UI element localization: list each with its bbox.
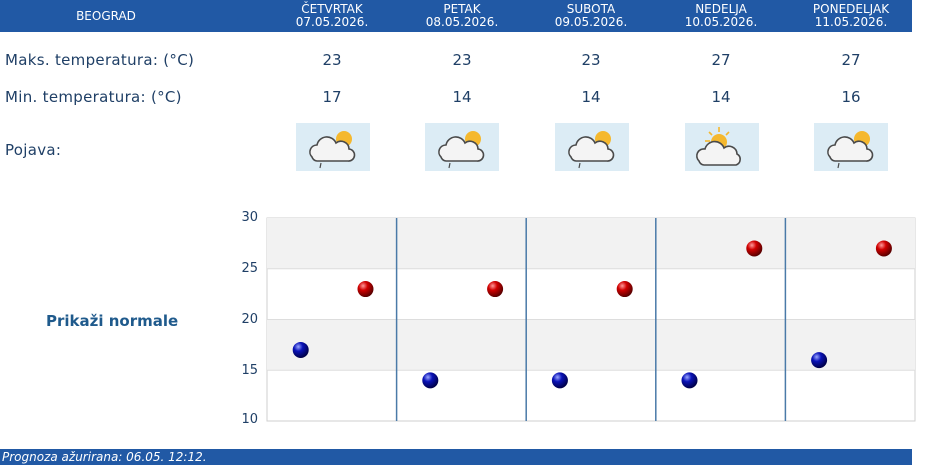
min-temp-value: 14 — [711, 88, 731, 106]
city-name: BEOGRAD — [76, 9, 136, 23]
max-temp-point — [875, 240, 892, 257]
day-header-4: NEDELJA 10.05.2026. — [656, 3, 786, 29]
sun-behind-cloud-icon — [685, 123, 759, 171]
min-temp-value: 14 — [581, 88, 601, 106]
min-temp-point — [422, 372, 439, 389]
cloud-sun-rain-icon — [814, 123, 888, 171]
min-temp-value: 16 — [841, 88, 861, 106]
min-temp-label: Min. temperatura: (°C) — [5, 88, 182, 106]
y-tick-label: 20 — [241, 312, 258, 327]
day-date: 08.05.2026. — [425, 15, 499, 29]
forecast-header: BEOGRAD ČETVRTAK 07.05.2026. PETAK 08.05… — [0, 0, 912, 32]
y-tick-label: 30 — [241, 210, 258, 225]
max-temp-value: 23 — [452, 51, 472, 69]
max-temp-point — [357, 281, 374, 298]
phenomenon-label: Pojava: — [5, 141, 62, 159]
footer-bar: Prognoza ažurirana: 06.05. 12:12. — [0, 449, 912, 465]
y-tick-label: 15 — [241, 363, 258, 378]
min-temp-value: 14 — [452, 88, 472, 106]
day-header-1: ČETVRTAK 07.05.2026. — [267, 3, 397, 29]
max-temp-value: 23 — [322, 51, 342, 69]
max-temp-point — [616, 281, 633, 298]
day-date: 09.05.2026. — [554, 15, 628, 29]
day-header-3: SUBOTA 09.05.2026. — [526, 3, 656, 29]
day-name: NEDELJA — [695, 2, 747, 16]
max-temp-label: Maks. temperatura: (°C) — [5, 51, 195, 69]
min-temp-point — [811, 352, 828, 369]
day-date: 07.05.2026. — [295, 15, 369, 29]
max-temp-value: 27 — [711, 51, 731, 69]
y-tick-label: 25 — [241, 261, 258, 276]
cloud-sun-rain-icon — [296, 123, 370, 171]
day-date: 11.05.2026. — [814, 15, 888, 29]
y-tick-label: 10 — [241, 412, 258, 427]
day-name: PETAK — [443, 2, 481, 16]
grid-band — [267, 218, 915, 269]
day-date: 10.05.2026. — [684, 15, 758, 29]
min-temp-point — [681, 372, 698, 389]
min-temp-point — [551, 372, 568, 389]
cloud-sun-rain-icon — [425, 123, 499, 171]
day-header-2: PETAK 08.05.2026. — [397, 3, 527, 29]
grid-band — [267, 319, 915, 371]
day-name: PONEDELJAK — [812, 2, 890, 16]
show-normals-link[interactable]: Prikaži normale — [46, 312, 179, 330]
max-temp-point — [487, 281, 504, 298]
cloud-sun-rain-icon — [555, 123, 629, 171]
day-header-5: PONEDELJAK 11.05.2026. — [786, 3, 916, 29]
min-temp-value: 17 — [322, 88, 342, 106]
day-name: ČETVRTAK — [301, 2, 363, 16]
max-temp-value: 27 — [841, 51, 861, 69]
max-temp-value: 23 — [581, 51, 601, 69]
max-temp-point — [746, 240, 763, 257]
min-temp-point — [292, 341, 309, 358]
day-name: SUBOTA — [566, 2, 616, 16]
temperature-chart — [266, 217, 916, 422]
forecast-updated-text: Prognoza ažurirana: 06.05. 12:12. — [2, 450, 207, 464]
